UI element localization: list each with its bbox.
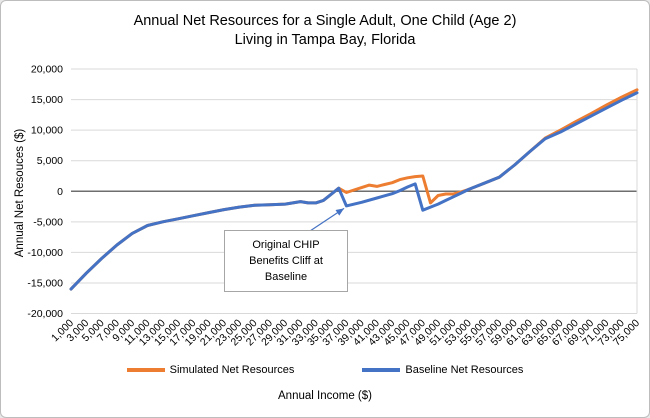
svg-text:0: 0: [57, 186, 63, 198]
svg-text:5,000: 5,000: [37, 155, 63, 167]
svg-text:20,000: 20,000: [31, 64, 63, 76]
legend-item-simulated: Simulated Net Resources: [126, 364, 295, 376]
svg-text:10,000: 10,000: [31, 125, 63, 137]
chart-title-line1: Annual Net Resources for a Single Adult,…: [133, 13, 517, 29]
svg-text:15,000: 15,000: [31, 94, 63, 106]
chart-legend: Simulated Net Resources Baseline Net Res…: [1, 364, 649, 376]
legend-label-baseline: Baseline Net Resources: [405, 364, 524, 376]
legend-label-simulated: Simulated Net Resources: [169, 364, 295, 376]
svg-text:-20,000: -20,000: [27, 308, 63, 320]
x-axis-title: Annual Income ($): [278, 390, 372, 402]
svg-text:-15,000: -15,000: [27, 277, 63, 289]
chart-title: Annual Net Resources for a Single Adult,…: [1, 12, 649, 50]
simulated-line-swatch: [126, 368, 165, 372]
chart-title-line2: Living in Tampa Bay, Florida: [234, 32, 416, 48]
annotation-callout: Original CHIP Benefits Cliff at Baseline: [224, 230, 348, 292]
legend-item-baseline: Baseline Net Resources: [362, 364, 523, 376]
baseline-line-swatch: [362, 368, 401, 372]
svg-text:-10,000: -10,000: [27, 247, 63, 259]
svg-text:-5,000: -5,000: [33, 216, 63, 228]
